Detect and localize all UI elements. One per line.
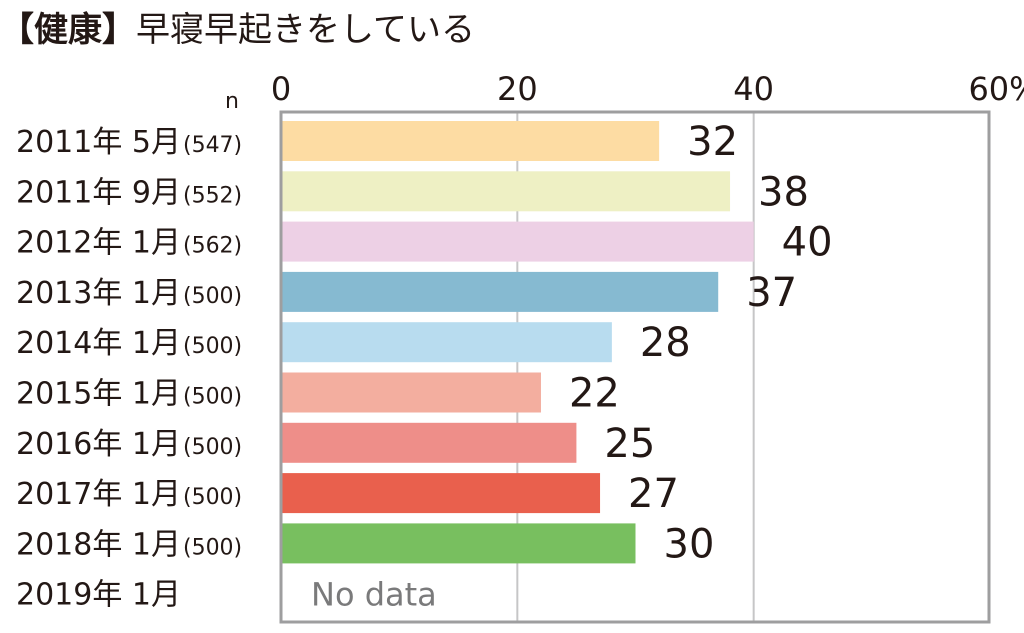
x-tick-label: 60% [968,70,1024,108]
bar [282,221,754,262]
bar [282,422,577,463]
value-label: 37 [746,270,797,316]
category-label: 2015年 1月(500) [16,377,242,412]
value-label: 40 [782,220,833,266]
bar [282,271,719,312]
category-label: 2012年 1月(562) [16,226,242,261]
category-label: 2011年 9月(552) [16,175,242,210]
bar [282,121,660,161]
category-label: 2013年 1月(500) [16,276,242,311]
value-label: 28 [640,320,691,366]
bar [282,473,601,514]
value-label: 30 [664,521,715,567]
bar [282,523,636,564]
bars [282,121,754,564]
bar [282,171,731,212]
chart-title-category: 【健康】 [0,10,136,50]
value-label: 25 [604,421,655,467]
bar [282,322,612,363]
value-label: 32 [687,119,738,165]
x-tick-label: 20 [497,70,538,108]
value-label: 38 [758,169,809,215]
plot-frame [279,110,991,624]
category-label: 2016年 1月(500) [16,427,242,462]
value-label: 27 [628,471,679,517]
value-label: 22 [569,371,620,417]
x-tick-label: 0 [271,70,291,108]
category-label: 2014年 1月(500) [16,326,242,361]
bar [282,372,541,413]
x-tick-labels: 0 20 40 60% [271,70,1024,108]
chart-title: 【健康】早寝早起きをしている [0,2,475,51]
x-tick-label: 40 [733,70,774,108]
chart-title-text: 早寝早起きをしている [136,10,475,50]
no-data-label: No data [311,576,437,614]
category-label: 2019年 1月 [16,578,181,613]
category-labels: n 2011年 5月(547) 2011年 9月(552) 2012年 1月(562)… [16,89,242,613]
category-label: 2017年 1月(500) [16,477,242,512]
category-label: 2018年 1月(500) [16,527,242,562]
category-label: 2011年 5月(547) [16,125,242,160]
n-label: n [225,89,239,114]
